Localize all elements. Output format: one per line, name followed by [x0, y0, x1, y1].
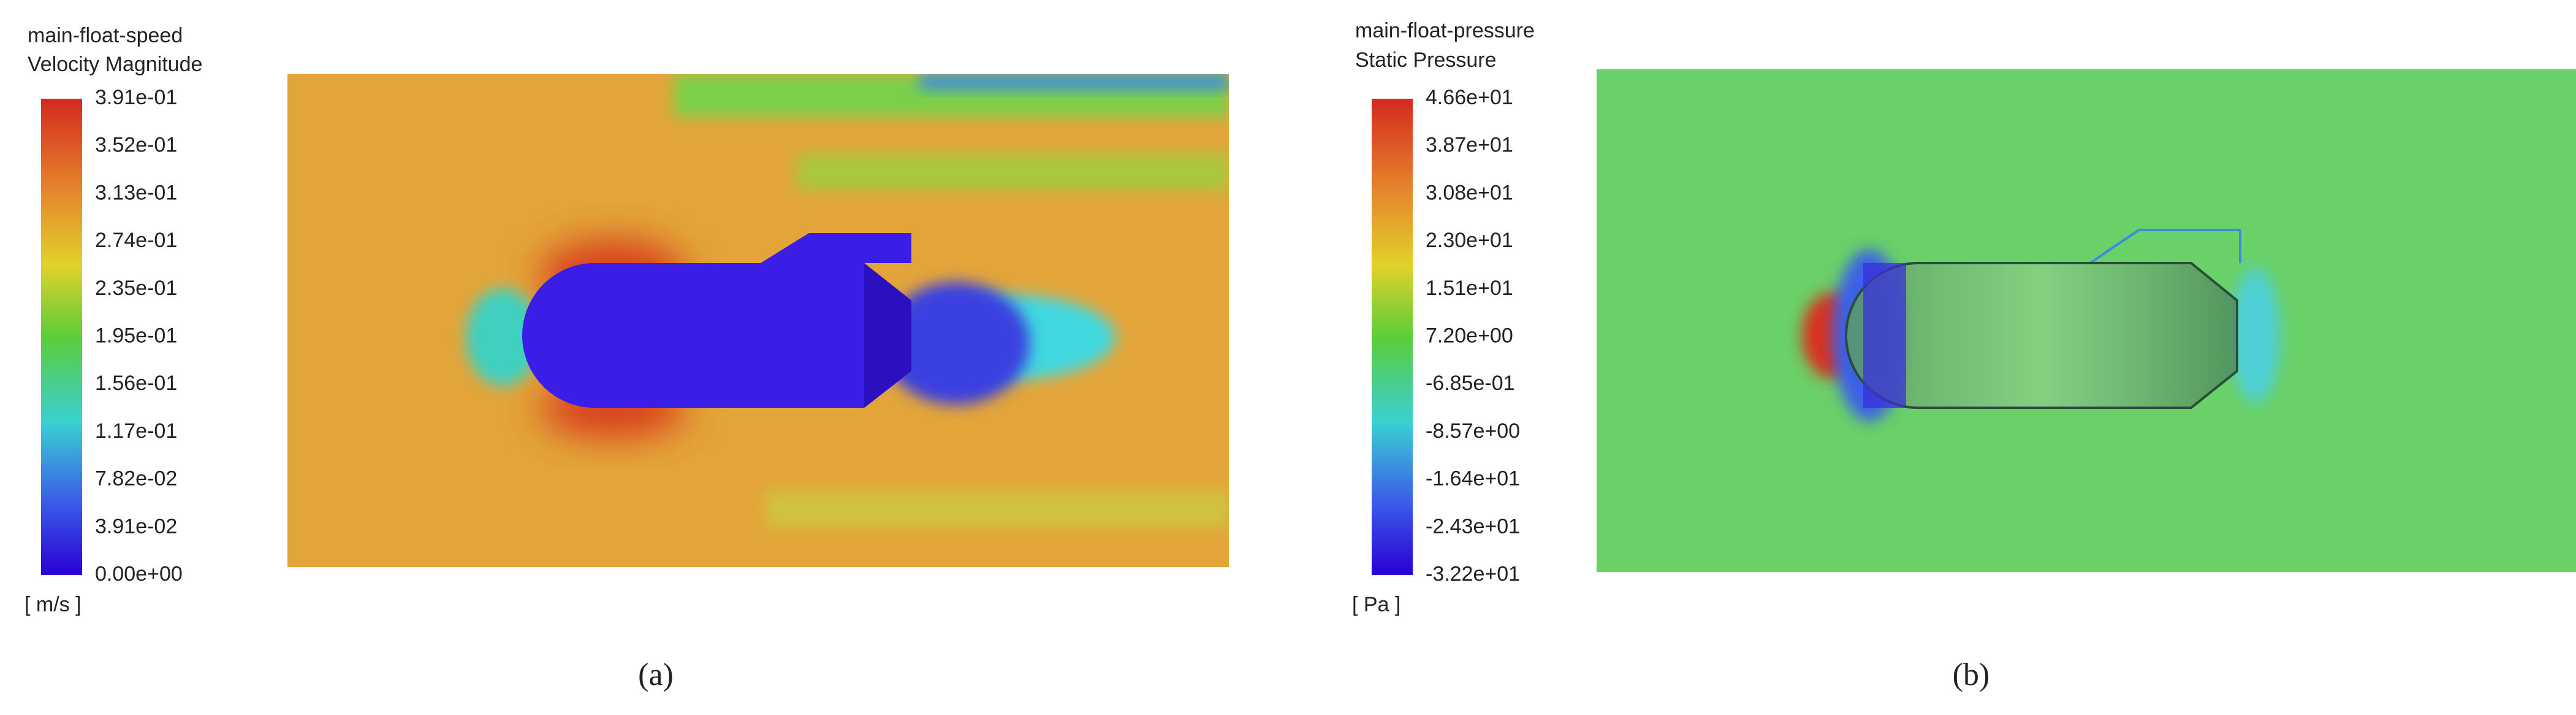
- colorbar-tick-label: 2.35e-01: [95, 277, 177, 300]
- colorbar-tick-label: 3.52e-01: [95, 134, 177, 157]
- colorbar-tick-label: 1.51e+01: [1426, 277, 1513, 300]
- colorbar-tick-label: 2.74e-01: [95, 229, 177, 252]
- colorbar-tick-label: 3.08e+01: [1426, 181, 1513, 204]
- colorbar-tick-label: 1.17e-01: [95, 419, 177, 443]
- colorbar-tick-label: 0.00e+00: [95, 562, 183, 586]
- colorbar-tick-label: 2.30e+01: [1426, 229, 1513, 252]
- caption: (b): [1953, 657, 1990, 692]
- colorbar: [1372, 99, 1413, 575]
- legend-unit: [ Pa ]: [1352, 593, 1400, 616]
- legend-title: main-float-speed: [28, 24, 183, 47]
- colorbar-tick-label: 3.87e+01: [1426, 134, 1513, 157]
- colorbar-tick-label: 3.13e-01: [95, 181, 177, 204]
- colorbar-tick-label: -1.64e+01: [1426, 467, 1520, 491]
- velocity-contour: [287, 74, 1229, 567]
- colorbar-tick-label: 3.91e-01: [95, 86, 177, 109]
- colorbar-tick-label: -6.85e-01: [1426, 372, 1515, 395]
- colorbar-tick-label: -8.57e+00: [1426, 419, 1520, 443]
- pressure-contour: [1597, 69, 2576, 572]
- legend-title: main-float-pressure: [1355, 19, 1535, 42]
- colorbar-tick-label: 1.95e-01: [95, 324, 177, 347]
- colorbar-tick-label: -2.43e+01: [1426, 514, 1520, 538]
- legend-subtitle: Static Pressure: [1355, 48, 1497, 72]
- colorbar-tick-label: 7.20e+00: [1426, 324, 1513, 347]
- colorbar-tick-label: 3.91e-02: [95, 514, 177, 538]
- colorbar: [41, 99, 82, 575]
- caption: (a): [638, 657, 674, 692]
- colorbar-tick-label: 7.82e-02: [95, 467, 177, 491]
- colorbar-tick-label: 4.66e+01: [1426, 86, 1513, 109]
- legend-subtitle: Velocity Magnitude: [28, 53, 202, 76]
- colorbar-tick-label: 1.56e-01: [95, 372, 177, 395]
- legend-unit: [ m/s ]: [25, 593, 82, 616]
- colorbar-tick-label: -3.22e+01: [1426, 562, 1520, 586]
